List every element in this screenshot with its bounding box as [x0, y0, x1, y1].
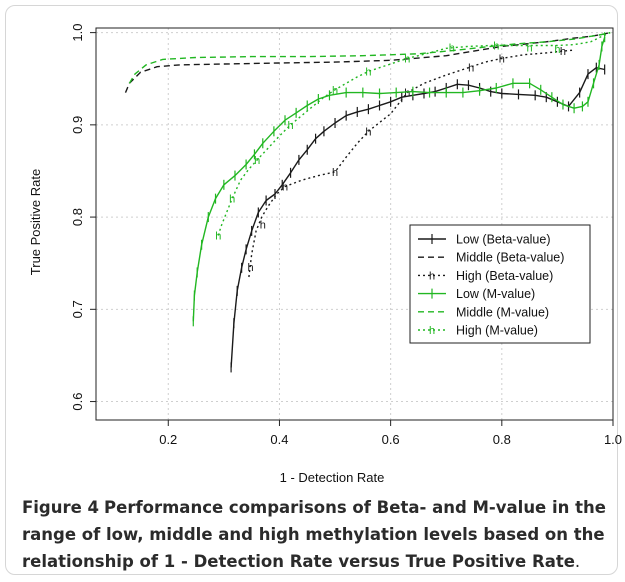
caption-text: Performance comparisons of Beta- and M-v… — [22, 498, 606, 571]
data-point: h — [404, 53, 410, 65]
figure-caption: Figure 4 Performance comparisons of Beta-… — [22, 494, 612, 575]
data-point: h — [527, 42, 533, 54]
y-tick-label: 0.9 — [70, 116, 85, 134]
legend-label: Low (M-value) — [456, 287, 535, 301]
legend-box — [409, 224, 591, 344]
series-line — [248, 49, 575, 278]
y-tick-label: 0.7 — [70, 300, 85, 318]
series-1 — [124, 31, 611, 93]
series-line — [124, 31, 611, 93]
x-axis-label: 1 - Detection Rate — [280, 470, 385, 485]
y-tick-label: 0.6 — [70, 393, 85, 411]
data-point: h — [493, 41, 499, 53]
data-point: h — [365, 126, 371, 138]
data-point: h — [254, 155, 260, 167]
legend-marker: h — [429, 325, 435, 337]
x-tick-label: 0.2 — [159, 432, 177, 447]
data-point: h — [215, 231, 221, 243]
legend-label: Low (Beta-value) — [456, 233, 551, 247]
series-4 — [128, 31, 611, 84]
caption-label: Figure 4 — [22, 498, 100, 517]
data-point: h — [365, 66, 371, 78]
data-point: h — [468, 63, 474, 75]
legend-label: Middle (Beta-value) — [456, 251, 564, 265]
x-tick-label: 0.8 — [493, 432, 511, 447]
legend-marker: h — [429, 270, 435, 282]
x-tick-label: 1.0 — [604, 432, 622, 447]
data-point: h — [404, 88, 410, 100]
plot-frame — [95, 27, 614, 421]
legend: Low (Beta-value) Middle (Beta-value) h High… — [409, 224, 591, 344]
legend-label: Middle (M-value) — [456, 305, 549, 319]
data-point: h — [560, 46, 566, 58]
legend-label: High (Beta-value) — [456, 269, 553, 283]
data-point: h — [247, 262, 253, 274]
axes: 0.2 0.4 0.6 0.8 1.0 0.6 0.7 0.8 0.9 1.0 — [70, 24, 622, 447]
series-line — [128, 31, 611, 84]
data-point: h — [332, 167, 338, 179]
x-tick-label: 0.6 — [382, 432, 400, 447]
data-point: h — [554, 44, 560, 56]
legend-label: High (M-value) — [456, 324, 538, 338]
y-axis-label: True Positive Rate — [28, 169, 43, 275]
data-point: h — [260, 219, 266, 231]
y-tick-label: 1.0 — [70, 24, 85, 42]
data-point: h — [499, 53, 505, 65]
data-point: h — [229, 194, 235, 206]
data-point: h — [282, 182, 288, 194]
data-point: h — [332, 85, 338, 97]
series-line — [230, 67, 605, 368]
series-line — [217, 31, 611, 236]
series-3 — [192, 32, 606, 327]
y-tick-label: 0.8 — [70, 208, 85, 226]
x-tick-label: 0.4 — [270, 432, 288, 447]
data-point: h — [449, 42, 455, 54]
data-point: h — [288, 120, 294, 132]
roc-line-chart: 0.2 0.4 0.6 0.8 1.00.60.70.80.91.0 hhhhhhhhh… — [28, 24, 622, 485]
caption-end: . — [574, 552, 581, 571]
